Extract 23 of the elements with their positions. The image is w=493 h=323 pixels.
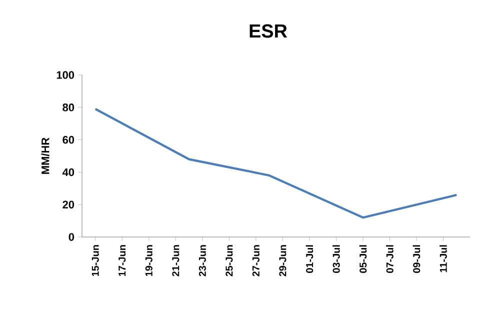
x-tick-label: 29-Jun [279,245,286,276]
y-tick-label: 0 [68,233,74,241]
x-tick-label: 11-Jul [440,245,447,272]
x-tick-label: 03-Jul [332,245,340,273]
y-tick-label: 80 [62,104,74,112]
line-series [94,108,458,219]
x-tick-label: 01-Jul [306,245,314,273]
x-tick-label: 23-Jun [198,245,206,276]
x-tick-label: 17-Jun [118,245,126,276]
x-tick-label: 27-Jun [252,245,260,276]
x-tick-label: 05-Jul [359,245,367,273]
x-tick-label: 15-Jun [92,245,99,276]
chart-title: ESR [250,24,288,38]
y-tick-label: 60 [62,136,74,144]
x-tick-label: 19-Jun [145,245,152,276]
x-tick-label: 09-Jul [412,245,420,273]
y-tick-label: 20 [62,200,74,208]
x-tick-label: 07-Jul [386,245,394,273]
x-tick-label: 21-Jun [172,245,180,276]
x-tick-label: 25-Jun [226,245,233,276]
y-tick-label: 100 [56,71,74,79]
y-tick-label: 40 [62,168,74,176]
y-axis-title: MM/HR [41,138,50,174]
